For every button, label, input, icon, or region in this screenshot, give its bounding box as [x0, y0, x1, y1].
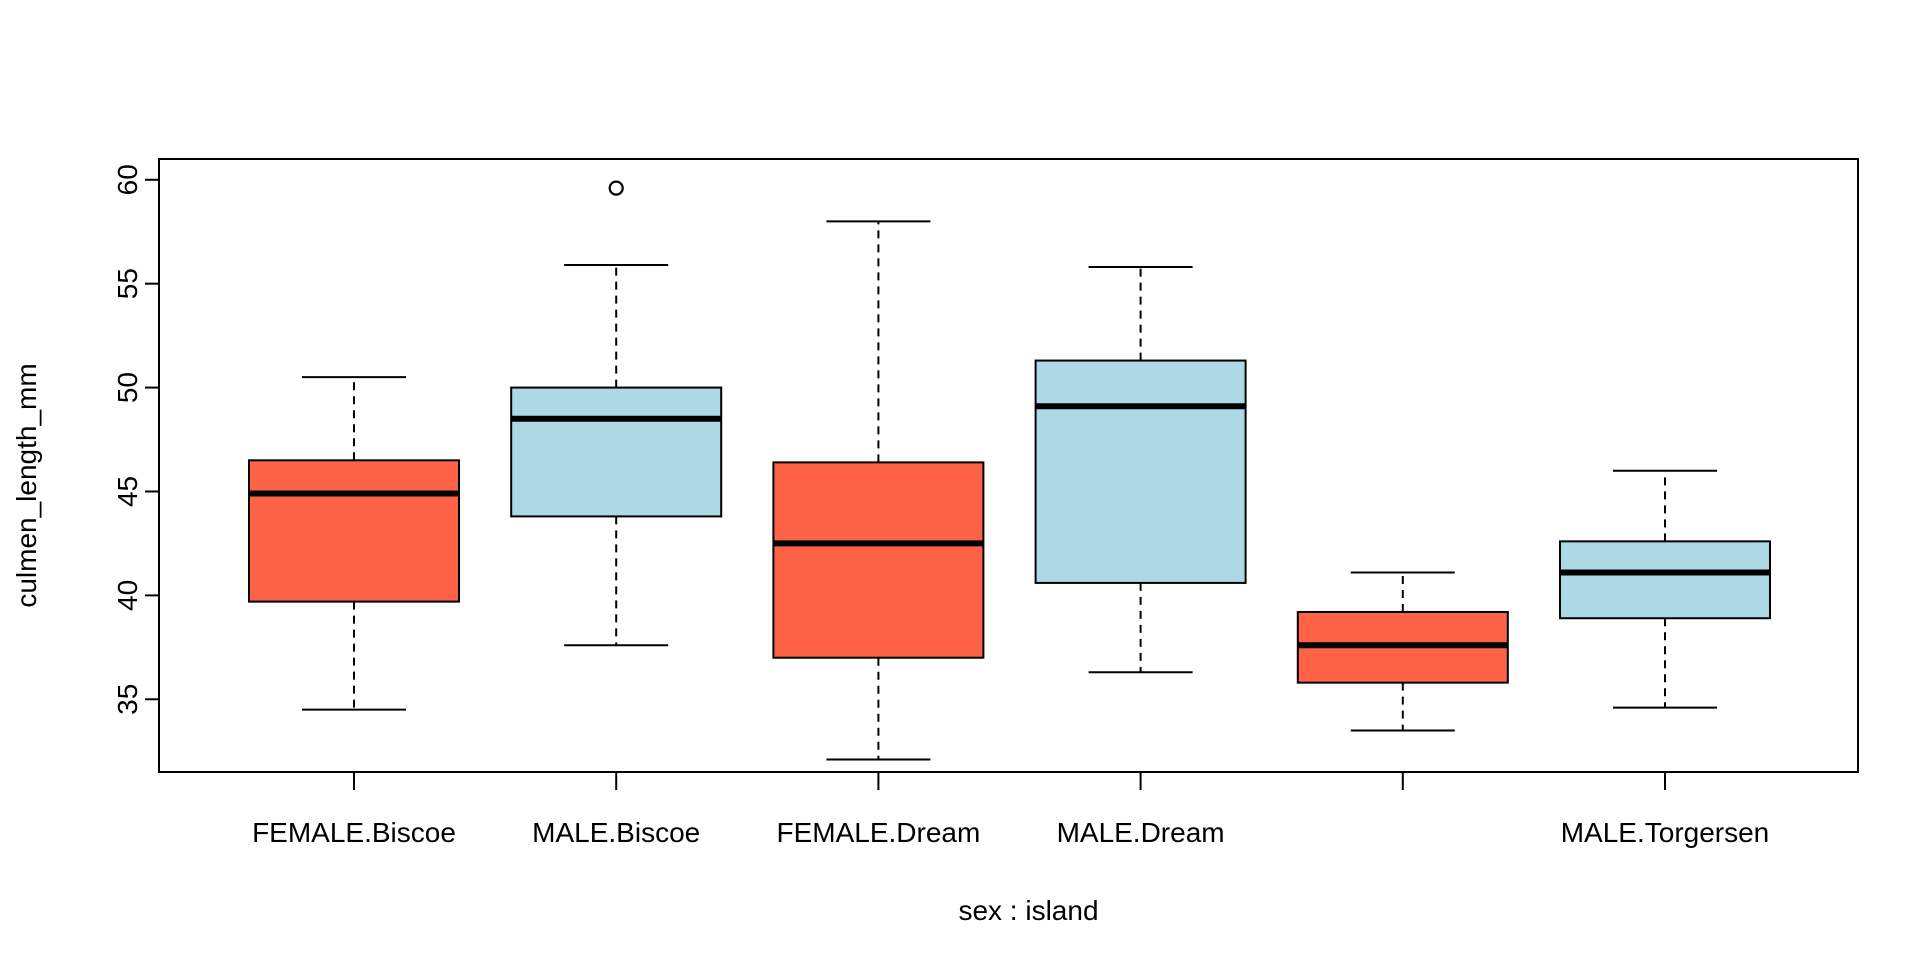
x-tick-label: FEMALE.Biscoe: [252, 817, 456, 848]
x-tick-label: MALE.Dream: [1057, 817, 1225, 848]
iqr-box: [510, 386, 723, 518]
iqr-box: [1034, 359, 1247, 584]
y-tick-label: 45: [112, 476, 143, 507]
plot-area-frame: [158, 158, 1859, 773]
box-MALE.Torgersen: [1559, 469, 1771, 709]
y-axis: 35 40 45 50 55 60: [112, 164, 159, 715]
box-FEMALE.Torgersen: [1296, 571, 1509, 732]
iqr-box: [1559, 540, 1771, 620]
y-tick-label: 50: [112, 372, 143, 403]
box-MALE.Dream: [1034, 266, 1247, 674]
x-tick-label: MALE.Torgersen: [1561, 817, 1770, 848]
y-tick-label: 40: [112, 580, 143, 611]
box-FEMALE.Dream: [772, 220, 985, 761]
x-tick-label: MALE.Biscoe: [532, 817, 700, 848]
outlier-point: [608, 180, 624, 196]
x-axis: FEMALE.Biscoe MALE.Biscoe FEMALE.Dream MALE…: [252, 772, 1769, 848]
x-tick-label: FEMALE.Dream: [776, 817, 980, 848]
iqr-box: [772, 461, 985, 659]
box-MALE.Biscoe: [510, 180, 723, 647]
y-tick-label: 35: [112, 684, 143, 715]
y-tick-label: 60: [112, 164, 143, 195]
iqr-box: [248, 459, 460, 603]
boxes-layer: [248, 180, 1771, 761]
y-axis-title: culmen_length_mm: [11, 363, 42, 607]
x-axis-title: sex : island: [958, 895, 1098, 926]
box-FEMALE.Biscoe: [248, 376, 460, 711]
y-tick-label: 55: [112, 268, 143, 299]
